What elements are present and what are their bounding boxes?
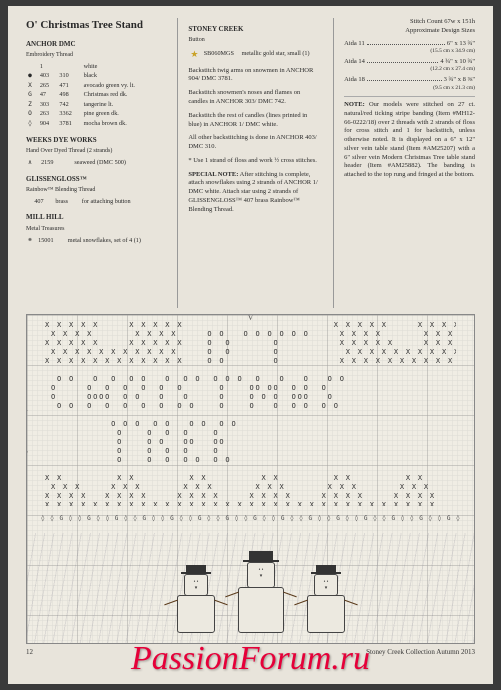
text-columns: O' Christmas Tree Stand ANCHOR DMC Embro… [26,18,475,308]
weeks-table: ∧2159seaweed (DMC 500) [26,158,163,167]
stoney-heading: STONEY CREEK [188,25,319,34]
chart-divider-row: ◊ ◊ G ◊ ◊ G ◊ ◊ G ◊ ◊ G ◊ ◊ G ◊ ◊ G ◊ ◊ … [41,515,460,525]
weeks-heading: WEEKS DYE WORKS [26,136,163,145]
aida-row: Aida 183 ¾" x 8 ⅜" [344,76,475,85]
aida-cm: (9.5 cm x 21.3 cm) [344,85,475,92]
aida-cm: (15.5 cm x 34.9 cm) [344,48,475,55]
instruction-p4: All other backstitching is done in ANCHO… [188,134,319,152]
note-label: NOTE: [344,101,365,108]
page-footer: 12 Stoney Creek Collection Autumn 2013 [26,648,475,656]
chart-copyright: Stoney Creek Collection, Inc. © 2013 [26,382,29,465]
chart-pattern-symbols: X X X X X X X X X X X X X X X X X X X X … [45,321,456,506]
column-3: Stitch Count 67w x 151h Approximate Desi… [333,18,475,308]
footer-credit: Stoney Creek Collection Autumn 2013 [366,648,475,656]
gliss-heading: GLISSENGLOSS™ [26,175,163,184]
pattern-title: O' Christmas Tree Stand [26,18,163,33]
page-number: 12 [26,648,33,656]
instruction-p5: * Use 1 strand of floss and work ½ cross… [188,157,319,166]
anchor-dmc-heading: ANCHOR DMC [26,40,163,49]
gliss-table: 407brassfor attaching button [26,197,163,206]
mill-table: ❋15001metal snowflakes, set of 4 (1) [26,236,163,245]
thread-table: 1white ●403310black X265471avocado green… [26,62,163,128]
weeks-sub: Hand Over Dyed Thread (2 strands) [26,147,163,155]
aida-row: Aida 116" x 13 ¾" [344,40,475,49]
column-1: O' Christmas Tree Stand ANCHOR DMC Embro… [26,18,163,308]
aida-cm: (12.2 cm x 27.4 cm) [344,66,475,73]
snowmen-section: • •▾ • •▾ • •▾ [27,533,474,643]
embroidery-thread-sub: Embroidery Thread [26,51,163,59]
snowman-center: • •▾ [232,551,290,633]
model-note: NOTE: Our models were stitched on 27 ct.… [344,101,475,180]
mill-heading: MILL HILL [26,213,163,222]
mill-sub: Metal Treasures [26,225,163,233]
note-text: Our models were stitched on 27 ct. natur… [344,101,475,178]
approx-sizes-label: Approximate Design Sizes [344,27,475,36]
snowman-right: • •▾ [302,565,350,633]
special-note-label: SPECIAL NOTE: [188,171,238,178]
gliss-sub: Rainbow™ Blending Thread [26,186,163,194]
star-icon: ★ [190,49,198,59]
instruction-p2: Backstitch snowmen's noses and flames on… [188,89,319,107]
stoney-sub: Button [188,36,319,44]
snowman-left: • •▾ [172,565,220,633]
stitch-count: Stitch Count 67w x 151h [344,18,475,27]
cross-stitch-chart: V X X X X X X X X X X X X X X X X X X X … [26,314,475,644]
instruction-p1: Backstitch twig arms on snowmen in ANCHO… [188,67,319,85]
stoney-table: ★SB060MGSmetallic gold star, small (1) [188,48,319,61]
page: O' Christmas Tree Stand ANCHOR DMC Embro… [8,6,493,684]
special-note: SPECIAL NOTE: After stitching is complet… [188,171,319,215]
instruction-p3: Backstitch the rest of candles (lines pr… [188,112,319,130]
column-2: STONEY CREEK Button ★SB060MGSmetallic go… [177,18,319,308]
